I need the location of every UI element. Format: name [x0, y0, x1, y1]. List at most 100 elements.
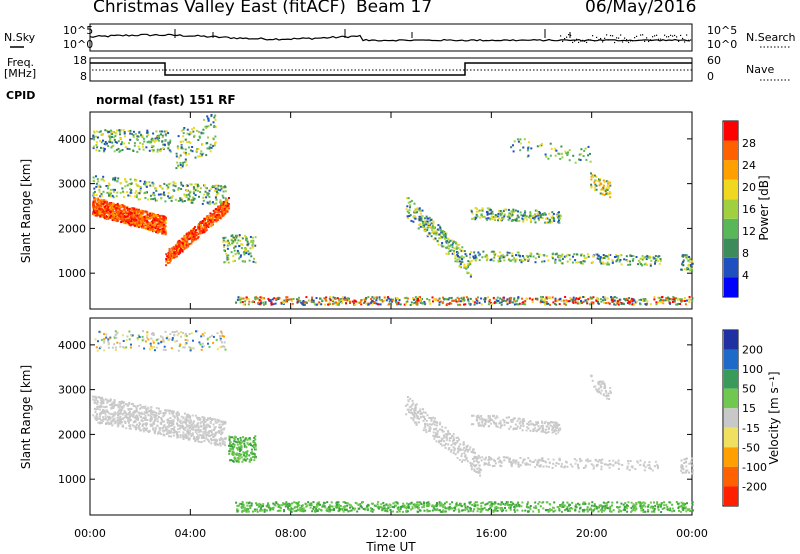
power-echo	[234, 238, 237, 241]
power-echo	[208, 195, 211, 198]
power-echo	[606, 261, 609, 264]
power-echo	[331, 302, 334, 305]
power-echo	[137, 135, 140, 138]
power-echo	[643, 299, 646, 302]
power-echo	[98, 131, 101, 134]
velocity-echo	[219, 439, 221, 442]
power-echo	[590, 186, 593, 189]
velocity-echo	[122, 417, 125, 420]
power-echo	[182, 163, 185, 166]
power-echo	[207, 221, 210, 224]
power-echo	[414, 299, 417, 302]
power-echo	[128, 208, 131, 210]
velocity-echo	[205, 431, 208, 434]
power-echo	[637, 263, 639, 266]
velocity-echo	[147, 406, 150, 409]
power-echo	[190, 242, 193, 245]
power-echo	[198, 130, 200, 133]
power-echo	[214, 135, 217, 138]
power-echo	[125, 220, 128, 223]
power-echo	[133, 217, 136, 220]
velocity-echo	[184, 343, 187, 346]
power-echo	[496, 296, 499, 299]
power-echo	[689, 258, 692, 261]
power-echo	[511, 254, 514, 257]
power-echo	[310, 300, 313, 303]
velocity-echo	[140, 413, 143, 416]
power-echo	[564, 296, 567, 298]
power-echo	[379, 303, 382, 306]
power-echo	[164, 216, 167, 219]
velocity-echo	[207, 417, 209, 420]
power-echo	[104, 129, 107, 132]
power-echo	[387, 297, 390, 300]
power-echo	[451, 252, 454, 255]
power-echo	[476, 207, 478, 210]
power-echo	[116, 207, 119, 210]
velocity-echo	[109, 417, 112, 420]
power-echo	[95, 182, 98, 185]
power-echo	[94, 211, 96, 214]
power-echo	[460, 261, 463, 264]
power-echo	[405, 301, 408, 304]
power-echo	[516, 251, 519, 254]
power-echo	[312, 301, 315, 303]
power-echo	[136, 150, 139, 153]
power-echo	[582, 260, 585, 263]
velocity-echo	[213, 427, 216, 430]
velocity-echo	[176, 432, 179, 434]
power-echo	[177, 249, 180, 252]
power-echo	[564, 150, 567, 153]
velocity-echo	[131, 414, 134, 417]
power-echo	[220, 202, 223, 205]
power-echo	[179, 140, 182, 143]
velocity-echo	[179, 425, 182, 428]
power-echo	[528, 141, 530, 144]
power-echo	[116, 219, 119, 222]
velocity-echo	[170, 435, 172, 438]
velocity-echo	[116, 425, 119, 428]
power-echo	[502, 296, 505, 299]
velocity-echo	[159, 412, 162, 415]
power-echo	[175, 155, 178, 158]
power-echo	[183, 248, 186, 251]
velocity-echo	[192, 347, 195, 350]
power-echo	[445, 232, 448, 235]
power-colorbar-cell	[724, 121, 738, 141]
power-echo	[560, 152, 563, 155]
power-echo	[325, 299, 328, 302]
velocity-echo	[96, 417, 99, 420]
velocity-echo	[201, 436, 204, 439]
power-echo	[655, 258, 658, 261]
power-echo	[502, 209, 505, 212]
power-echo	[560, 145, 563, 148]
power-echo	[302, 303, 305, 306]
power-echo	[348, 297, 350, 300]
power-echo	[626, 302, 629, 305]
nsearch-dot	[680, 34, 682, 37]
power-echo	[264, 301, 267, 304]
power-echo	[642, 298, 645, 300]
velocity-echo	[121, 408, 124, 411]
power-echo	[587, 154, 590, 157]
velocity-echo	[148, 348, 151, 351]
power-echo	[130, 211, 133, 214]
power-echo	[236, 242, 239, 245]
velocity-echo	[115, 346, 117, 349]
power-echo	[558, 211, 560, 214]
power-echo	[591, 297, 594, 300]
power-echo	[633, 299, 636, 302]
power-echo	[182, 140, 185, 143]
velocity-echo	[149, 342, 152, 345]
power-echo	[688, 260, 691, 263]
power-echo	[312, 299, 315, 302]
power-echo	[466, 263, 469, 266]
power-echo	[103, 212, 106, 214]
power-echo	[446, 246, 448, 249]
nsearch-label: N.Search	[746, 31, 796, 44]
velocity-echo	[159, 335, 162, 338]
power-echo	[644, 298, 647, 301]
velocity-echo	[212, 341, 215, 344]
power-echo	[126, 191, 129, 193]
velocity-echo	[167, 420, 170, 423]
